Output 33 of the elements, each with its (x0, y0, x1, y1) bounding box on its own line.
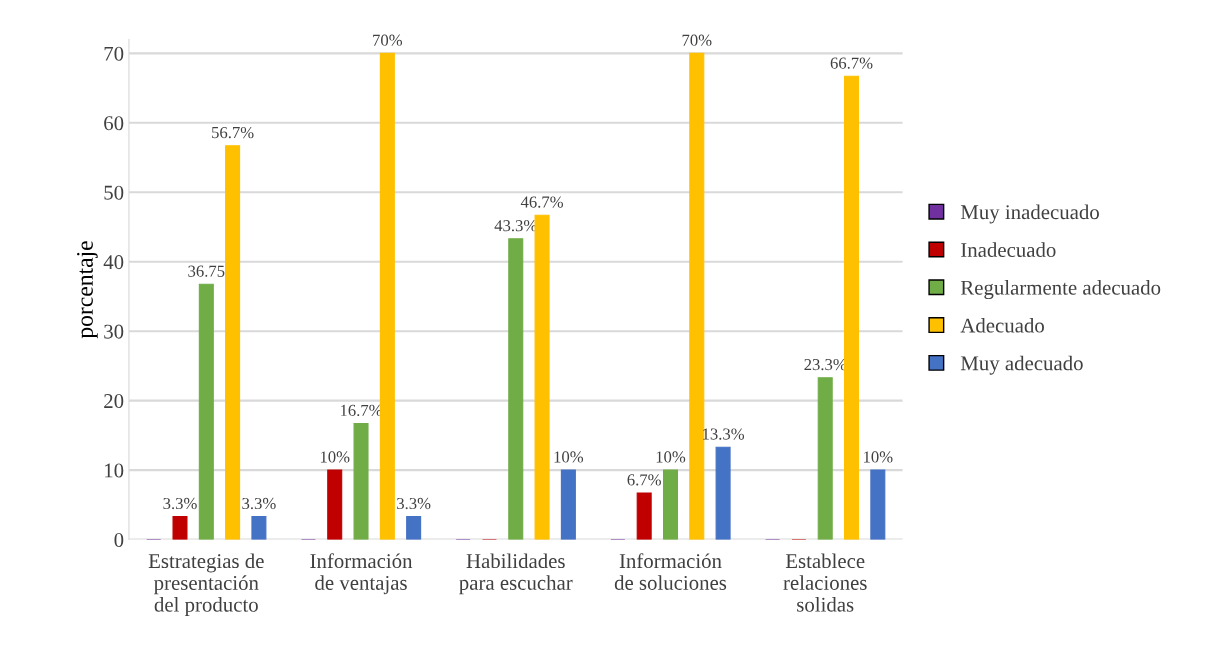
data-label: 36.75 (188, 265, 225, 277)
data-label: 3.3% (242, 497, 276, 510)
y-tick-label: 60 (104, 116, 124, 131)
y-tick-label: 50 (104, 185, 124, 200)
data-label: 10% (554, 451, 584, 463)
data-label: 66.7% (830, 57, 873, 69)
y-tick-label: 30 (104, 324, 124, 339)
data-label: 10% (864, 451, 893, 463)
data-label: 70% (373, 34, 403, 46)
legend-label: Inadecuado (961, 242, 1056, 257)
legend-label: Muy inadecuado (960, 204, 1099, 224)
legend-label: Muy adecuado (960, 355, 1083, 375)
y-tick-label: 20 (104, 394, 124, 409)
x-tick-label: Habilidades para escuchar (459, 553, 573, 595)
legend-label: Regularmente adecuado (960, 280, 1161, 300)
data-label: 70% (682, 34, 712, 46)
data-label: 6.7% (627, 474, 661, 486)
data-label: 10% (320, 451, 350, 463)
data-label: 3.3% (397, 497, 431, 510)
y-tick-label: 10 (105, 463, 124, 478)
legend-label: Adecuado (960, 317, 1044, 333)
data-label: 46.7% (520, 196, 564, 208)
data-label: 3.3% (163, 497, 197, 510)
y-tick-label: 0 (114, 532, 124, 547)
x-tick-label: Información de ventajas (310, 553, 413, 595)
data-label: 10% (656, 451, 686, 463)
y-axis-title: porcentaje (77, 241, 98, 339)
data-label: 56.7% (212, 126, 254, 139)
x-tick-label: Información de soluciones (614, 553, 727, 590)
y-tick-label: 70 (104, 46, 124, 61)
y-tick-label: 40 (103, 255, 124, 270)
x-tick-label: Establece relaciones solidas (783, 553, 867, 612)
x-tick-label: Estrategias de presentación del producto (148, 553, 264, 616)
